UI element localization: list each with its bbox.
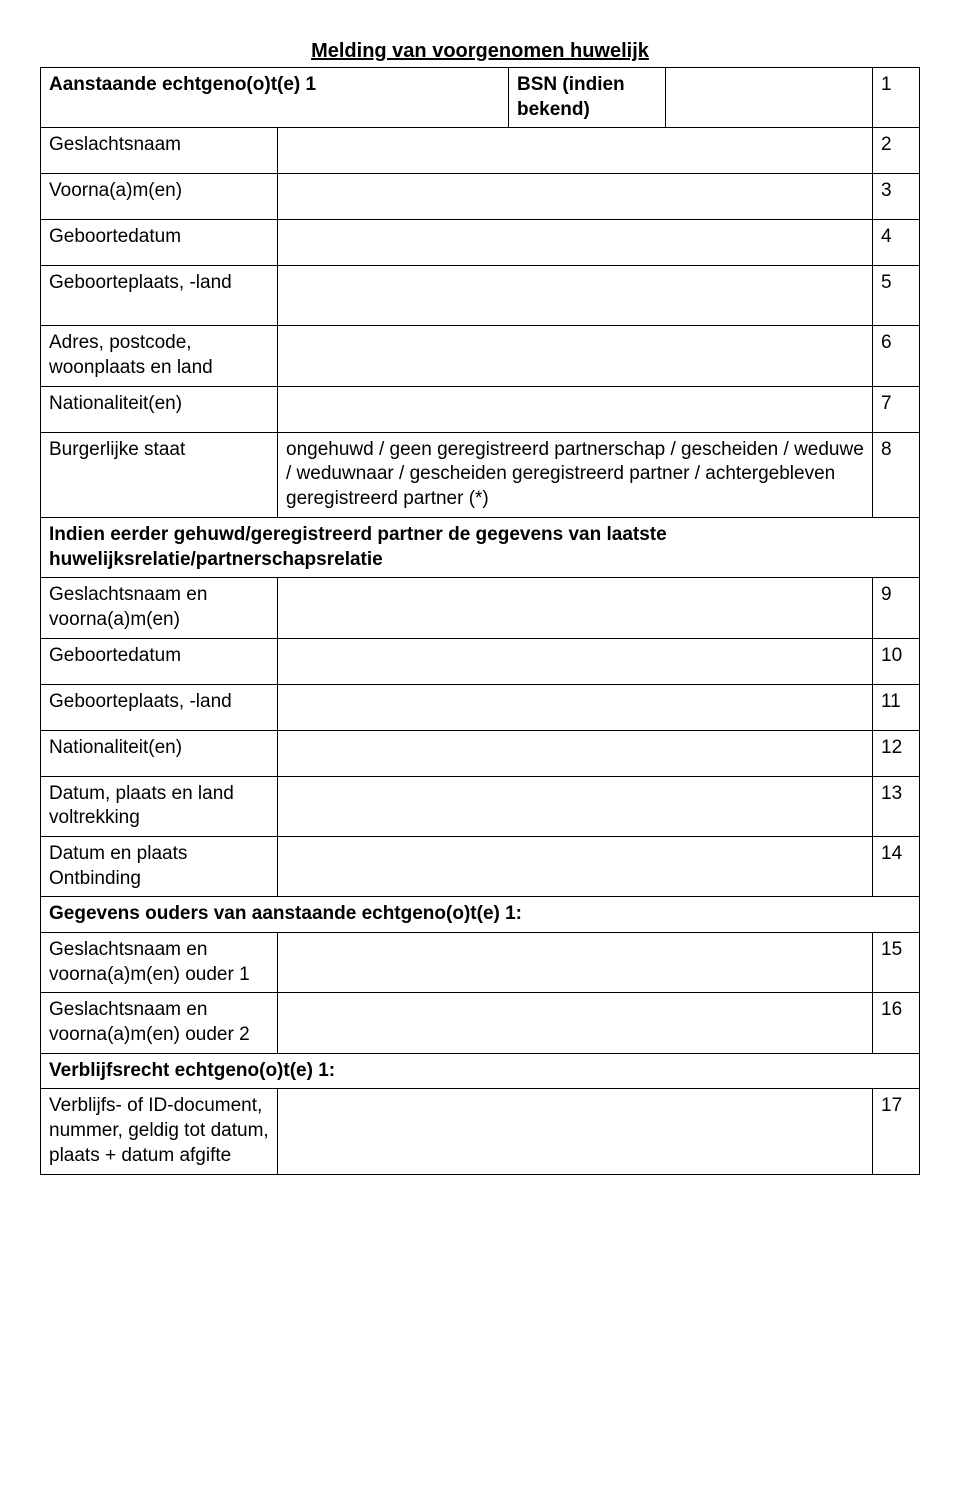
prev-birthplace-value[interactable] — [278, 684, 873, 730]
section-previous-relation: Indien eerder gehuwd/geregistreerd partn… — [41, 517, 920, 577]
prev-dob-value[interactable] — [278, 638, 873, 684]
prev-nationality-value[interactable] — [278, 730, 873, 776]
prev-name-label: Geslachtsnaam en voorna(a)m(en) — [41, 578, 278, 638]
row-num-15: 15 — [873, 933, 920, 993]
row-num-17: 17 — [873, 1089, 920, 1174]
row-num-4: 4 — [873, 220, 920, 266]
firstnames-label: Voorna(a)m(en) — [41, 174, 278, 220]
prev-marriage-date-value[interactable] — [278, 776, 873, 836]
row-parent2-name: Geslachtsnaam en voorna(a)m(en) ouder 2 … — [41, 993, 920, 1053]
row-num-6: 6 — [873, 326, 920, 386]
prev-dissolution-value[interactable] — [278, 836, 873, 896]
section-parents-label: Gegevens ouders van aanstaande echtgeno(… — [41, 897, 920, 933]
row-num-10: 10 — [873, 638, 920, 684]
prev-dob-label: Geboortedatum — [41, 638, 278, 684]
row-num-9: 9 — [873, 578, 920, 638]
birthplace-value[interactable] — [278, 266, 873, 326]
row-num-8: 8 — [873, 432, 920, 517]
prev-birthplace-label: Geboorteplaats, -land — [41, 684, 278, 730]
dob-label: Geboortedatum — [41, 220, 278, 266]
section-residency: Verblijfsrecht echtgeno(o)t(e) 1: — [41, 1053, 920, 1089]
row-dob: Geboortedatum 4 — [41, 220, 920, 266]
prev-nationality-label: Nationaliteit(en) — [41, 730, 278, 776]
row-num-16: 16 — [873, 993, 920, 1053]
row-num-5: 5 — [873, 266, 920, 326]
row-surname: Geslachtsnaam 2 — [41, 128, 920, 174]
row-nationality: Nationaliteit(en) 7 — [41, 386, 920, 432]
row-num-12: 12 — [873, 730, 920, 776]
civil-status-label: Burgerlijke staat — [41, 432, 278, 517]
birthplace-label: Geboorteplaats, -land — [41, 266, 278, 326]
form-table: Aanstaande echtgeno(o)t(e) 1 BSN (indien… — [40, 67, 920, 1175]
bsn-value[interactable] — [666, 68, 873, 128]
row-prev-name: Geslachtsnaam en voorna(a)m(en) 9 — [41, 578, 920, 638]
row-parent1-name: Geslachtsnaam en voorna(a)m(en) ouder 1 … — [41, 933, 920, 993]
row-prev-birthplace: Geboorteplaats, -land 11 — [41, 684, 920, 730]
row-num-2: 2 — [873, 128, 920, 174]
row-id-document: Verblijfs- of ID-document, nummer, geldi… — [41, 1089, 920, 1174]
parent2-name-value[interactable] — [278, 993, 873, 1053]
nationality-value[interactable] — [278, 386, 873, 432]
row-num-7: 7 — [873, 386, 920, 432]
row-prev-marriage-date: Datum, plaats en land voltrekking 13 — [41, 776, 920, 836]
id-document-value[interactable] — [278, 1089, 873, 1174]
row-birthplace: Geboorteplaats, -land 5 — [41, 266, 920, 326]
section-residency-label: Verblijfsrecht echtgeno(o)t(e) 1: — [41, 1053, 920, 1089]
row-num-14: 14 — [873, 836, 920, 896]
row-num-13: 13 — [873, 776, 920, 836]
surname-label: Geslachtsnaam — [41, 128, 278, 174]
prev-marriage-date-label: Datum, plaats en land voltrekking — [41, 776, 278, 836]
id-document-label: Verblijfs- of ID-document, nummer, geldi… — [41, 1089, 278, 1174]
civil-status-value: ongehuwd / geen geregistreerd partnersch… — [278, 432, 873, 517]
row-num-11: 11 — [873, 684, 920, 730]
parent1-name-value[interactable] — [278, 933, 873, 993]
nationality-label: Nationaliteit(en) — [41, 386, 278, 432]
row-firstnames: Voorna(a)m(en) 3 — [41, 174, 920, 220]
section-previous-relation-label: Indien eerder gehuwd/geregistreerd partn… — [41, 517, 920, 577]
prev-name-value[interactable] — [278, 578, 873, 638]
parent2-name-label: Geslachtsnaam en voorna(a)m(en) ouder 2 — [41, 993, 278, 1053]
firstnames-value[interactable] — [278, 174, 873, 220]
prev-dissolution-label: Datum en plaats Ontbinding — [41, 836, 278, 896]
section-parents: Gegevens ouders van aanstaande echtgeno(… — [41, 897, 920, 933]
dob-value[interactable] — [278, 220, 873, 266]
row-num-1: 1 — [873, 68, 920, 128]
surname-value[interactable] — [278, 128, 873, 174]
address-label: Adres, postcode, woonplaats en land — [41, 326, 278, 386]
row-prev-dissolution: Datum en plaats Ontbinding 14 — [41, 836, 920, 896]
row-num-3: 3 — [873, 174, 920, 220]
form-title: Melding van voorgenomen huwelijk — [40, 40, 920, 63]
row-prev-dob: Geboortedatum 10 — [41, 638, 920, 684]
address-value[interactable] — [278, 326, 873, 386]
bsn-label: BSN (indien bekend) — [509, 68, 666, 128]
spouse-1-label: Aanstaande echtgeno(o)t(e) 1 — [41, 68, 509, 128]
row-spouse-header: Aanstaande echtgeno(o)t(e) 1 BSN (indien… — [41, 68, 920, 128]
parent1-name-label: Geslachtsnaam en voorna(a)m(en) ouder 1 — [41, 933, 278, 993]
row-civil-status: Burgerlijke staat ongehuwd / geen geregi… — [41, 432, 920, 517]
row-prev-nationality: Nationaliteit(en) 12 — [41, 730, 920, 776]
row-address: Adres, postcode, woonplaats en land 6 — [41, 326, 920, 386]
